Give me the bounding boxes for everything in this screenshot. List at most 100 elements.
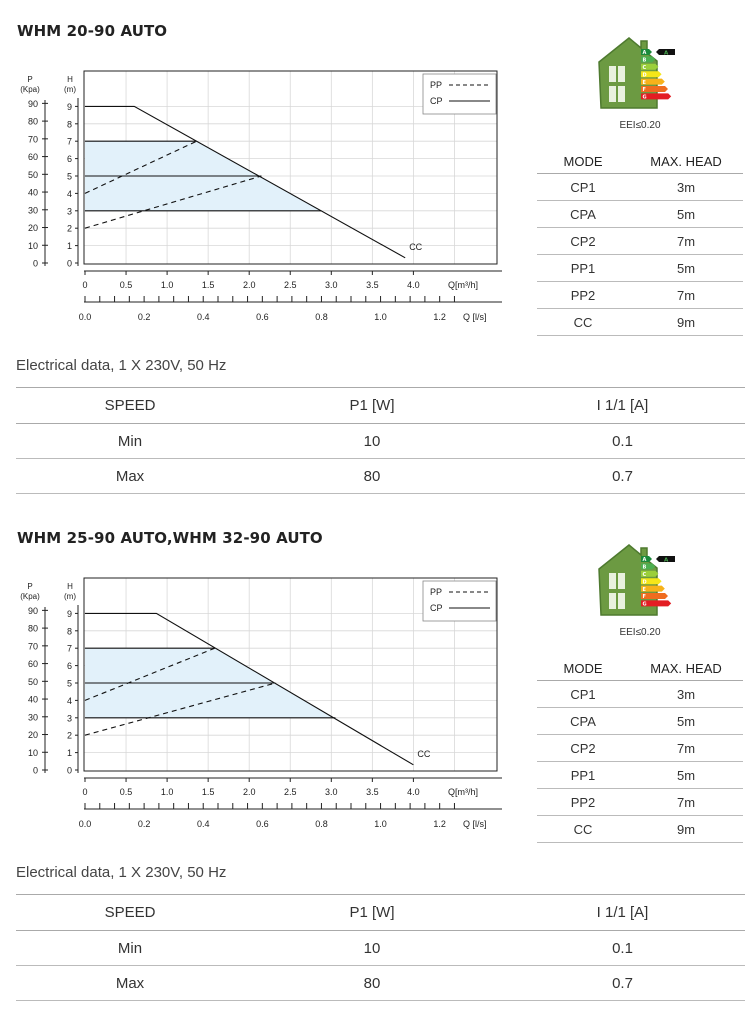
selected-class-arrow xyxy=(656,49,675,55)
table-row: Min 10 0.1 xyxy=(16,930,745,966)
speed-header: SPEED xyxy=(16,387,244,424)
h-tick-label: 5 xyxy=(67,679,72,689)
performance-chart: CCPPCP01234567890102030405060708090P(Kpa… xyxy=(20,70,502,322)
q-m3h-tick-label: 0.5 xyxy=(120,787,133,797)
q-m3h-tick-label: 3.0 xyxy=(325,280,338,290)
head-cell: 7m xyxy=(629,281,743,309)
head-cell: 5m xyxy=(629,200,743,228)
h-tick-label: 9 xyxy=(67,102,72,112)
p-tick-label: 40 xyxy=(28,695,38,705)
head-cell: 7m xyxy=(629,788,743,816)
selected-class-letter: A xyxy=(664,557,669,563)
head-cell: 9m xyxy=(629,308,743,336)
mode-cell: CPA xyxy=(537,707,629,735)
q-m3h-tick-label: 0 xyxy=(82,280,87,290)
p1-cell: 10 xyxy=(244,423,500,459)
h-tick-label: 4 xyxy=(67,189,72,199)
p1-header: P1 [W] xyxy=(244,387,500,424)
h-tick-label: 8 xyxy=(67,119,72,129)
q-m3h-tick-label: 2.0 xyxy=(243,280,256,290)
energy-class-letter: C xyxy=(643,572,647,578)
legend-pp-label: PP xyxy=(430,587,442,597)
energy-class-bar xyxy=(641,600,672,607)
q-m3h-tick-label: 1.0 xyxy=(161,787,174,797)
table-row: Max 80 0.7 xyxy=(16,965,745,1001)
energy-class-letter: B xyxy=(643,565,647,571)
h-tick-label: 8 xyxy=(67,626,72,636)
energy-class-bar xyxy=(641,78,665,85)
table-row: CPA 5m xyxy=(537,200,743,228)
h-tick-label: 7 xyxy=(67,137,72,147)
h-axis-unit: (m) xyxy=(64,85,76,94)
energy-class-bar xyxy=(641,593,668,599)
eei-label: EEI≤0.20 xyxy=(619,627,661,638)
p1-header: P1 [W] xyxy=(244,894,500,931)
p-tick-label: 20 xyxy=(28,223,38,233)
energy-class-letter: D xyxy=(643,72,647,78)
q-m3h-tick-label: 1.5 xyxy=(202,787,215,797)
series-cc-line xyxy=(85,105,406,259)
table-row: CP2 7m xyxy=(537,227,743,255)
q-m3h-tick-label: 1.0 xyxy=(161,280,174,290)
table-row: PP2 7m xyxy=(537,788,743,816)
table-row: Min 10 0.1 xyxy=(16,423,745,459)
current-cell: 0.7 xyxy=(500,965,745,1001)
speed-cell: Min xyxy=(16,423,244,459)
head-cell: 3m xyxy=(629,680,743,708)
speed-cell: Max xyxy=(16,458,244,494)
max-head-header: MAX. HEAD xyxy=(629,149,743,174)
mode-cell: PP1 xyxy=(537,761,629,789)
h-tick-label: 3 xyxy=(67,206,72,216)
h-tick-label: 1 xyxy=(67,241,72,251)
mode-cell: CC xyxy=(537,815,629,843)
head-cell: 7m xyxy=(629,734,743,762)
energy-class-letter: B xyxy=(643,58,647,64)
q-m3h-axis-title: Q[m³/h] xyxy=(448,787,478,797)
q-m3h-tick-label: 3.5 xyxy=(366,787,379,797)
mode-cell: CP1 xyxy=(537,680,629,708)
h-tick-label: 9 xyxy=(67,609,72,619)
energy-class-letter: E xyxy=(643,587,647,593)
p-tick-label: 70 xyxy=(28,641,38,651)
mode-table-header: MODE MAX. HEAD xyxy=(537,656,743,681)
electrical-header-row: SPEED P1 [W] I 1/1 [A] xyxy=(16,894,745,931)
p-tick-label: 10 xyxy=(28,241,38,251)
pump-section-2: WHM 25-90 AUTO,WHM 32-90 AUTO CC PP CP 0 1 2 3… xyxy=(0,507,750,1014)
max-head-header: MAX. HEAD xyxy=(629,656,743,681)
energy-class-letter: E xyxy=(643,80,647,86)
head-cell: 9m xyxy=(629,815,743,843)
p-tick-label: 30 xyxy=(28,712,38,722)
energy-class-letter: C xyxy=(643,65,647,71)
q-ls-tick-label: 0.0 xyxy=(79,312,92,322)
current-header: I 1/1 [A] xyxy=(500,894,745,931)
h-tick-label: 7 xyxy=(67,644,72,654)
h-tick-label: 2 xyxy=(67,224,72,234)
q-ls-tick-label: 0.4 xyxy=(197,312,210,322)
head-cell: 5m xyxy=(629,707,743,735)
q-ls-tick-label: 1.0 xyxy=(374,312,387,322)
energy-class-bar xyxy=(641,585,665,592)
p-tick-label: 0 xyxy=(33,766,38,776)
h-axis-title: H xyxy=(67,582,73,591)
p-tick-label: 90 xyxy=(28,99,38,109)
q-m3h-tick-label: 2.5 xyxy=(284,280,297,290)
energy-class-bar xyxy=(641,570,659,577)
p-tick-label: 20 xyxy=(28,730,38,740)
q-ls-tick-label: 0.2 xyxy=(138,819,151,829)
table-row: CC 9m xyxy=(537,308,743,336)
p-tick-label: 50 xyxy=(28,170,38,180)
performance-chart: CCPPCP01234567890102030405060708090P(Kpa… xyxy=(20,577,502,829)
energy-class-bar xyxy=(641,563,656,570)
section-title: WHM 25-90 AUTO,WHM 32-90 AUTO xyxy=(17,529,323,547)
table-row: CP2 7m xyxy=(537,734,743,762)
p1-cell: 80 xyxy=(244,965,500,1001)
q-m3h-tick-label: 2.5 xyxy=(284,787,297,797)
legend-box xyxy=(422,73,497,115)
table-row: PP1 5m xyxy=(537,254,743,282)
q-m3h-tick-label: 0.5 xyxy=(120,280,133,290)
table-row: CP1 3m xyxy=(537,680,743,708)
head-cell: 5m xyxy=(629,761,743,789)
h-tick-label: 4 xyxy=(67,696,72,706)
